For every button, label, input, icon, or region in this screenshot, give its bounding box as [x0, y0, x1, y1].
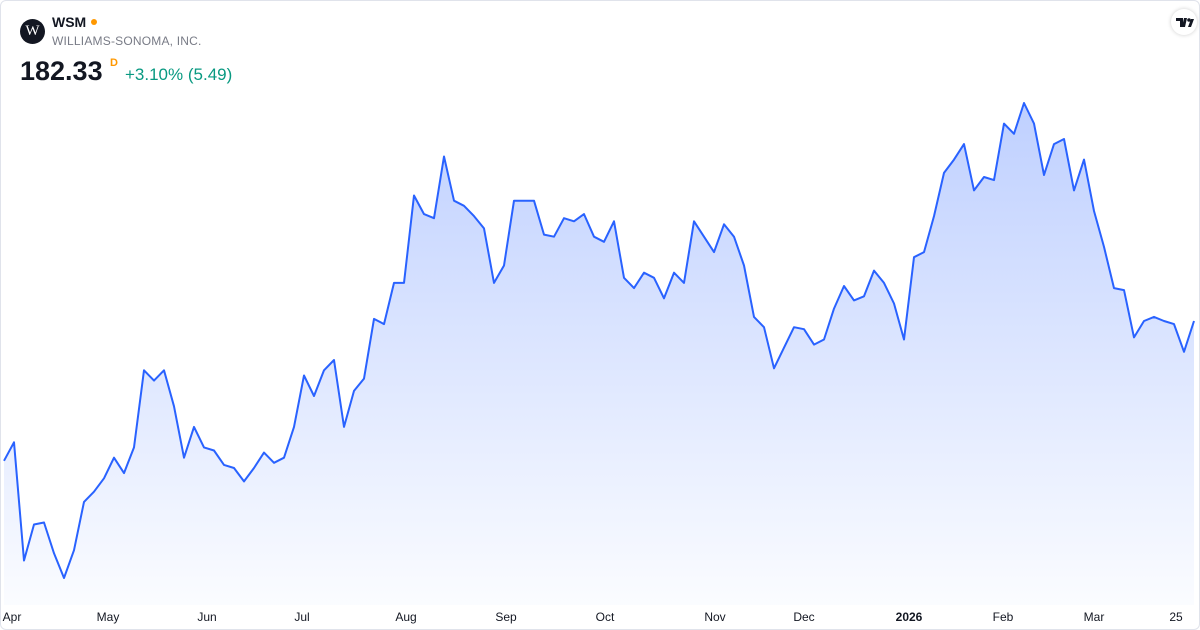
tradingview-logo[interactable]	[1171, 9, 1197, 35]
price-flag: D	[110, 57, 118, 69]
x-tick-label: Jun	[197, 610, 216, 624]
x-tick-label: Feb	[993, 610, 1014, 624]
x-tick-label: Sep	[495, 610, 517, 624]
symbol[interactable]: WSM	[52, 14, 98, 30]
x-tick-label: Mar	[1084, 610, 1105, 624]
price-line	[3, 102, 1195, 579]
x-tick-label: May	[97, 610, 120, 624]
company-name: WILLIAMS-SONOMA, INC.	[52, 34, 202, 48]
x-tick-label: Aug	[395, 610, 416, 624]
x-tick-label: Nov	[704, 610, 725, 624]
x-tick-label: Dec	[793, 610, 814, 624]
x-tick-label: Apr	[3, 610, 22, 624]
x-tick-label: Jul	[294, 610, 309, 624]
status-dot	[91, 19, 98, 25]
price-change: +3.10% (5.49)	[125, 65, 233, 84]
area-fill	[4, 103, 1194, 605]
x-tick-label: Oct	[596, 610, 615, 624]
company-logo: W	[20, 19, 45, 44]
tradingview-icon	[1176, 18, 1194, 27]
last-price: 182.33	[20, 56, 103, 86]
x-tick-label: 25	[1169, 610, 1183, 624]
x-tick-label: 2026	[896, 610, 923, 624]
ticker[interactable]: WSM	[52, 14, 87, 30]
